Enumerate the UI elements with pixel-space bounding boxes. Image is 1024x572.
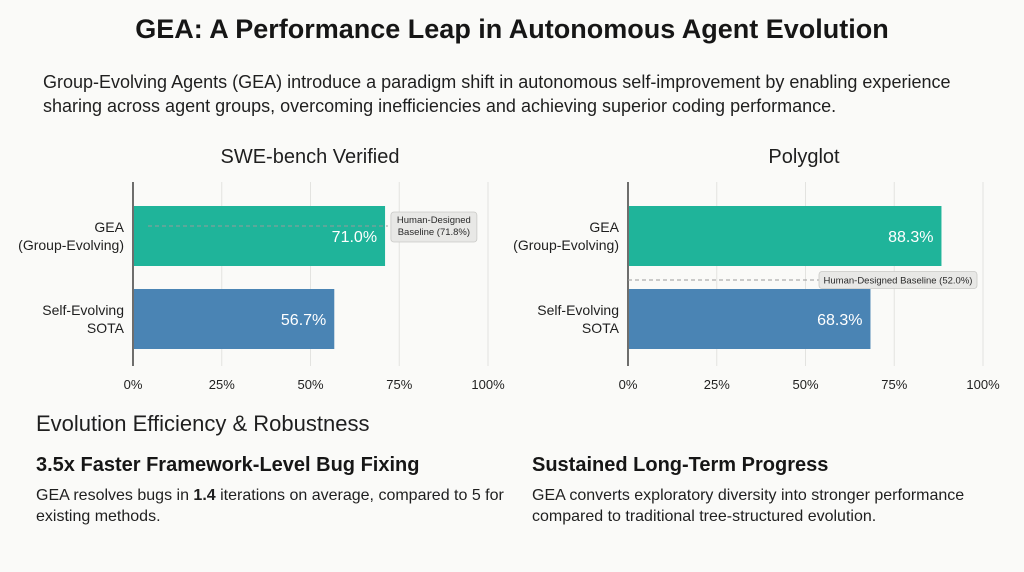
bar [134, 289, 335, 349]
baseline-label-box [390, 211, 478, 243]
chart-title: Polyglot [768, 146, 840, 168]
card-body-highlight: 1.4 [193, 487, 216, 504]
category-label: GEA [94, 219, 124, 235]
bar-value-label: 68.3% [817, 312, 862, 329]
x-tick-label: 0% [124, 377, 143, 392]
x-tick-label: 25% [704, 377, 730, 392]
x-tick-label: 100% [966, 377, 1000, 392]
category-label: (Group-Evolving) [18, 237, 124, 253]
category-label: Self-Evolving [537, 302, 619, 318]
baseline-label: Baseline (71.8%) [398, 227, 470, 238]
card-body-bug-fixing: GEA resolves bugs in 1.4 iterations on a… [36, 485, 506, 527]
card-body-text: iterations on average, compared to 5 for… [36, 487, 504, 525]
chart-title: SWE-bench Verified [221, 146, 400, 168]
bar-value-label: 56.7% [281, 312, 326, 329]
baseline-label: Human-Designed [397, 215, 471, 226]
charts-area: SWE-bench Verified 0% 25% 50% 75% 100% 71.0% GE… [18, 146, 1000, 392]
bar-value-label: 71.0% [332, 229, 377, 246]
page-title: GEA: A Performance Leap in Autonomous Ag… [135, 14, 889, 44]
card-body-text: GEA converts exploratory diversity into … [532, 487, 965, 525]
x-tick-label: 100% [471, 377, 505, 392]
card-title-bug-fixing: 3.5x Faster Framework-Level Bug Fixing [36, 454, 420, 476]
bar [134, 206, 386, 266]
x-tick-label: 50% [297, 377, 323, 392]
baseline-label-box [818, 271, 978, 289]
category-label: (Group-Evolving) [513, 237, 619, 253]
bar [629, 206, 942, 266]
bar [629, 289, 871, 349]
category-label: GEA [589, 219, 619, 235]
section-heading: Evolution Efficiency & Robustness [36, 411, 370, 436]
x-tick-label: 75% [881, 377, 907, 392]
card-body-long-term: GEA converts exploratory diversity into … [532, 485, 1002, 527]
baseline-label: Human-Designed Baseline (52.0%) [824, 276, 973, 287]
x-tick-label: 25% [209, 377, 235, 392]
category-label: Self-Evolving [42, 302, 124, 318]
page-subtitle: Group-Evolving Agents (GEA) introduce a … [43, 72, 951, 116]
x-tick-label: 50% [792, 377, 818, 392]
x-tick-label: 75% [386, 377, 412, 392]
category-label: SOTA [87, 320, 125, 336]
category-label: SOTA [582, 320, 620, 336]
bar-value-label: 88.3% [888, 229, 933, 246]
x-tick-label: 0% [619, 377, 638, 392]
card-body-text: GEA resolves bugs in [36, 487, 194, 504]
card-title-long-term: Sustained Long-Term Progress [532, 454, 829, 476]
